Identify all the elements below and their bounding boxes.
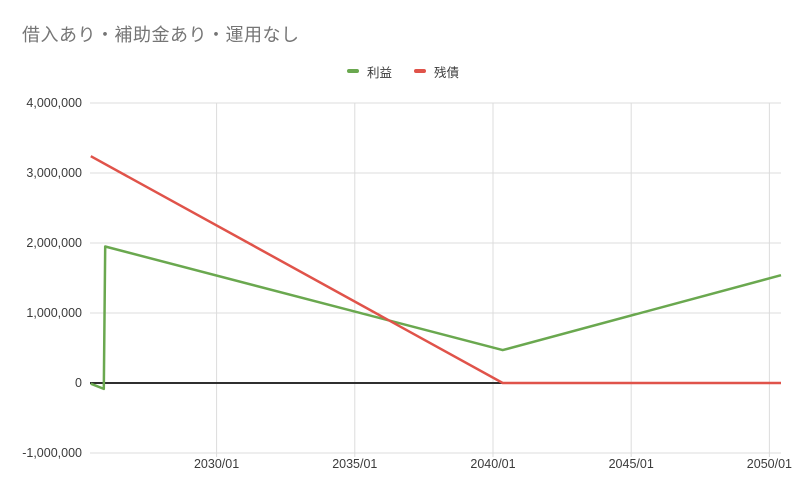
profit-line <box>90 245 782 391</box>
y-tick-label: -1,000,000 <box>22 446 82 460</box>
x-tick-label: 2030/01 <box>193 457 240 471</box>
x-tick-label: 2045/01 <box>608 457 654 471</box>
legend-swatch-remaining-debt <box>414 69 426 73</box>
legend-label-remaining-debt: 残債 <box>434 65 460 80</box>
chart-legend: 利益 残債 <box>0 62 806 81</box>
legend-item-remaining-debt: 残債 <box>414 62 459 81</box>
remaining-debt-line <box>90 155 781 385</box>
y-tick-label: 0 <box>75 376 82 390</box>
y-tick-label: 4,000,000 <box>26 96 82 110</box>
x-tick-label: 2035/01 <box>332 457 378 471</box>
y-tick-label: 2,000,000 <box>26 236 82 250</box>
y-tick-label: 3,000,000 <box>26 166 82 180</box>
chart-title: 借入あり・補助金あり・運用なし <box>22 25 300 45</box>
x-tick-label: 2050/01 <box>746 457 792 471</box>
y-tick-label: 1,000,000 <box>26 306 82 320</box>
legend-item-profit: 利益 <box>346 62 392 81</box>
legend-label-profit: 利益 <box>366 65 392 80</box>
x-tick-label: 2040/01 <box>470 457 516 471</box>
legend-swatch-profit <box>346 69 359 73</box>
